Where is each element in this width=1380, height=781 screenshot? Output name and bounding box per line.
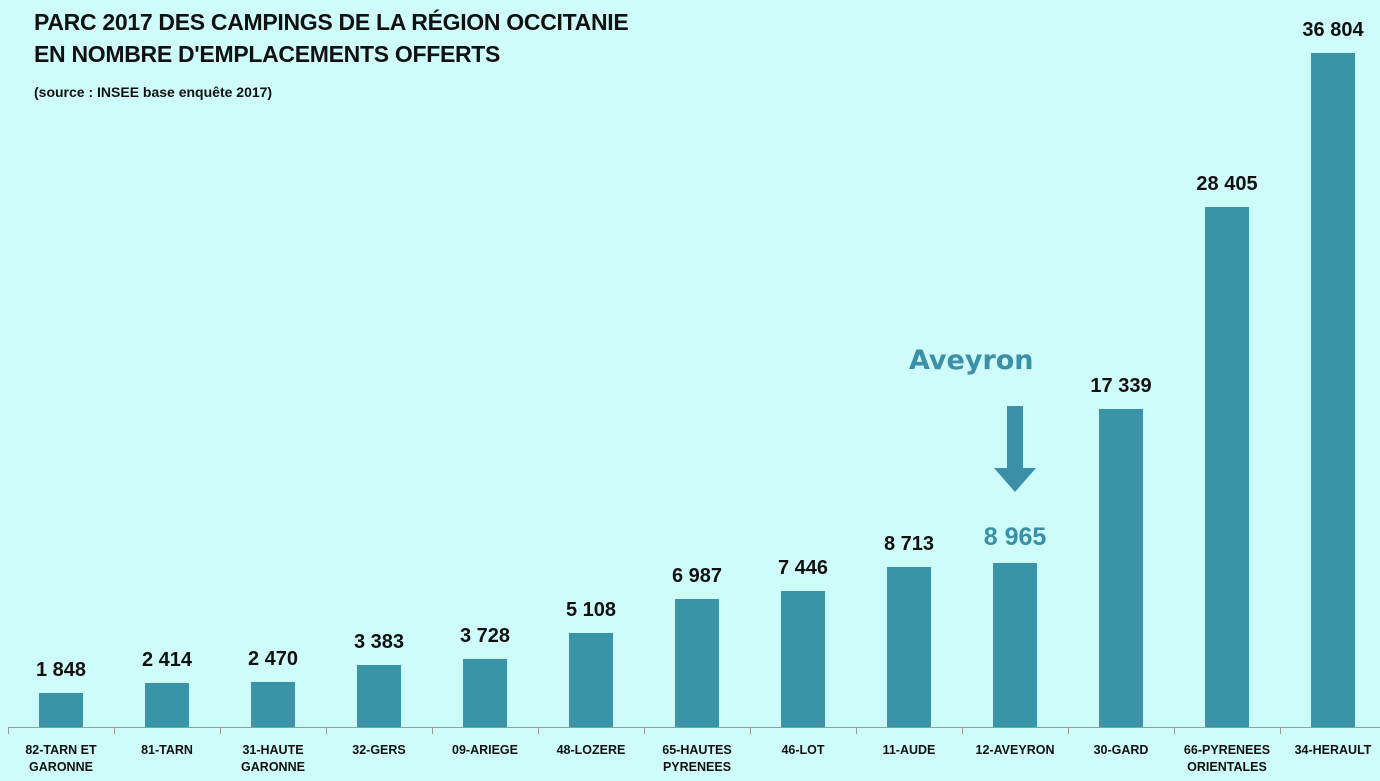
bar — [569, 633, 613, 727]
bar — [357, 665, 401, 727]
x-tick-label: 34-HERAULT — [1294, 743, 1372, 757]
value-label: 36 804 — [1302, 19, 1364, 41]
bar — [887, 567, 931, 727]
x-tick-label: 31-HAUTE GARONNE — [241, 743, 305, 774]
bar — [145, 682, 189, 727]
tick-mark — [1174, 727, 1175, 734]
x-tick-label: 46-LOT — [781, 743, 825, 757]
bar — [1205, 206, 1249, 727]
tick-mark — [8, 727, 9, 734]
value-label: 7 446 — [777, 556, 829, 579]
x-tick-label: 66-PYRENEES ORIENTALES — [1183, 743, 1271, 774]
bar — [781, 590, 825, 727]
x-tick-label: 48-LOZERE — [556, 743, 626, 757]
x-tick-label: 82-TARN ET GARONNE — [25, 743, 97, 774]
value-label: 2 470 — [247, 647, 299, 670]
value-label: 28 405 — [1196, 172, 1258, 195]
x-tick-label: 12-AVEYRON — [975, 743, 1055, 757]
bar — [993, 562, 1037, 727]
bar — [39, 693, 83, 727]
value-label: 5 108 — [565, 599, 617, 622]
tick-mark — [856, 727, 857, 734]
x-tick-label: 81-TARN — [141, 743, 193, 757]
value-label: 6 987 — [671, 565, 723, 588]
bar — [1311, 53, 1355, 727]
bar — [675, 599, 719, 727]
x-tick-label: 65-HAUTES PYRENEES — [662, 743, 732, 774]
tick-mark — [326, 727, 327, 734]
value-label: 3 383 — [353, 631, 405, 654]
x-tick-label: 32-GERS — [352, 743, 406, 757]
tick-mark — [220, 727, 221, 734]
arrow-shape — [994, 406, 1036, 492]
x-tick-label: 30-GARD — [1093, 743, 1149, 757]
annotation: Aveyron — [909, 345, 1034, 376]
tick-mark — [644, 727, 645, 734]
x-tick-label: 11-AUDE — [882, 743, 936, 757]
chart-subtitle: (source : INSEE base enquête 2017) — [34, 84, 273, 100]
value-label: 2 414 — [141, 648, 193, 671]
tick-mark — [750, 727, 751, 734]
value-label: 8 965 — [983, 522, 1047, 551]
bar — [1099, 409, 1143, 727]
tick-mark — [1068, 727, 1069, 734]
bar — [463, 658, 507, 727]
chart-title: PARC 2017 DES CAMPINGS DE LA RÉGION OCCI… — [34, 9, 629, 67]
x-tick-label: 09-ARIEGE — [452, 743, 518, 757]
annotation-arrow — [994, 406, 1036, 492]
tick-mark — [432, 727, 433, 734]
value-label: 17 339 — [1090, 375, 1152, 398]
tick-mark — [538, 727, 539, 734]
x-axis — [8, 727, 1380, 728]
tick-mark — [962, 727, 963, 734]
value-label: 8 713 — [883, 533, 935, 556]
tick-mark — [114, 727, 115, 734]
bar — [251, 681, 295, 727]
value-label: 3 728 — [459, 624, 511, 647]
tick-mark — [1280, 727, 1281, 734]
value-label: 1 848 — [35, 659, 87, 682]
